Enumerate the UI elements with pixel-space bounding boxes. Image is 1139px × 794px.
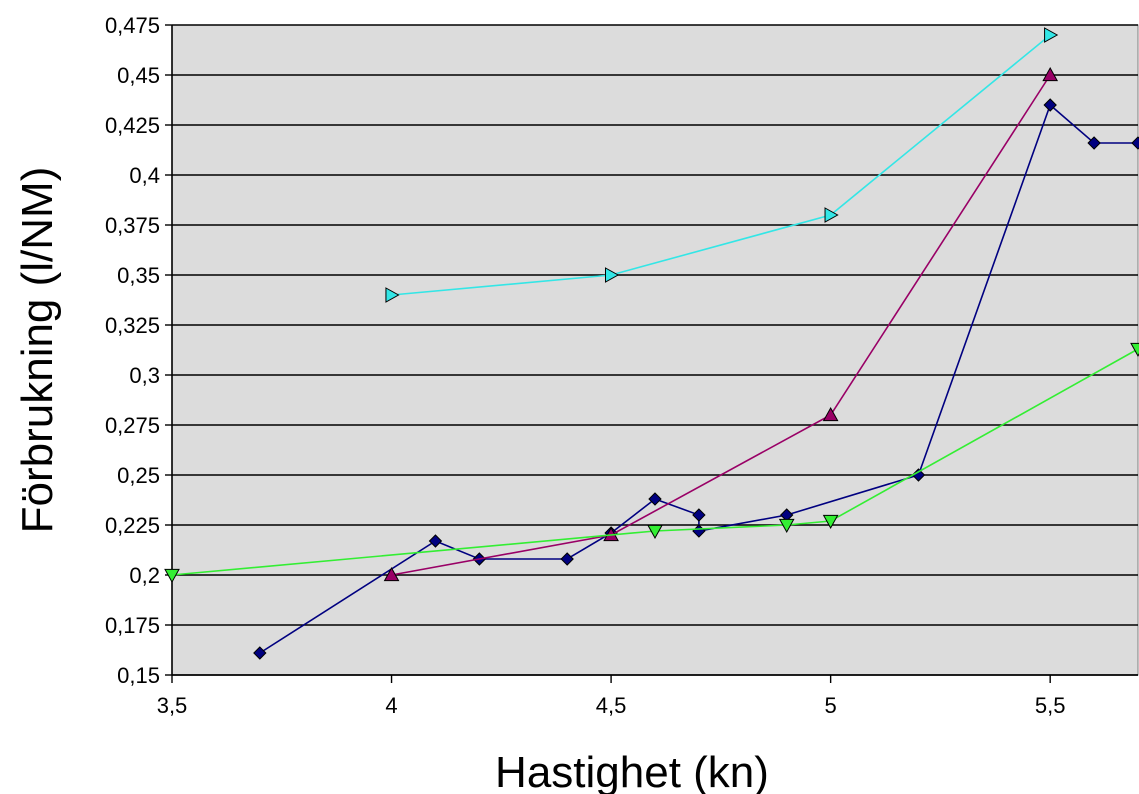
y-tick-label: 0,225 [105,513,160,538]
y-tick-label: 0,425 [105,113,160,138]
data-point [560,552,574,566]
plot-area [171,24,1139,676]
x-tick-label: 4,5 [596,693,627,718]
y-tick-labels: 0,15 0,175 0,2 0,225 0,25 0,275 0,3 0,325 0,35 0,… [105,13,160,688]
series-line [391,74,1051,576]
data-point [1042,66,1059,82]
y-tick-label: 0,4 [129,163,160,188]
data-point [824,207,839,223]
y-tick-label: 0,325 [105,313,160,338]
data-point [604,267,620,283]
series-line [391,34,1051,296]
y-tick-label: 0,375 [105,213,160,238]
gridlines [172,24,1138,676]
x-tick-label: 5 [825,693,837,718]
data-point [822,406,839,422]
data-point [385,287,400,303]
data-point [428,534,443,548]
y-axis-title: Förbrukning (l/NM) [13,167,62,534]
series-2 [383,66,1059,582]
series-layer [164,27,1139,660]
y-tick-label: 0,2 [129,563,160,588]
x-tick-label: 5,5 [1035,693,1066,718]
x-tick-label: 3,5 [157,693,188,718]
data-point [911,468,926,482]
y-tick-label: 0,275 [105,413,160,438]
y-tick-label: 0,35 [117,263,160,288]
data-point [383,566,400,582]
y-tick-label: 0,3 [129,363,160,388]
series-3 [164,342,1139,584]
data-point [1131,136,1139,150]
x-tick-label: 4 [385,693,397,718]
x-axis-title: Hastighet (kn) [495,748,769,794]
data-point [164,568,180,584]
data-point [1044,27,1059,43]
data-point [692,508,706,522]
data-point [1130,342,1139,358]
data-point [1043,98,1057,112]
y-tick-label: 0,45 [117,63,160,88]
data-point [647,524,663,540]
data-point [822,514,839,530]
series-4 [385,27,1059,303]
axes [165,24,1138,683]
y-tick-label: 0,175 [105,613,160,638]
data-point [1087,136,1101,150]
y-tick-label: 0,15 [117,663,160,688]
data-point [648,492,662,506]
x-tick-labels: 3,5 4 4,5 5 5,5 [157,693,1066,718]
data-point [778,518,795,534]
data-point [253,646,267,660]
y-tick-label: 0,25 [117,463,160,488]
y-tick-label: 0,475 [105,13,160,38]
